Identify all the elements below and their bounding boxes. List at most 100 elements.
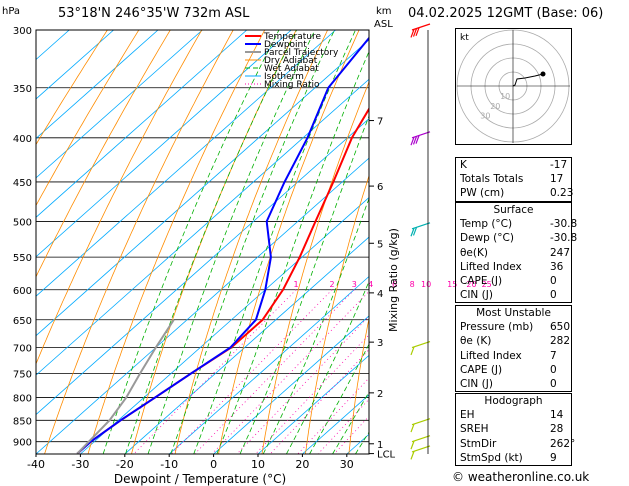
row-value: 0 <box>550 289 557 302</box>
row-label: K <box>460 159 467 171</box>
series-line <box>76 36 369 454</box>
table-row: CAPE (J) 0 <box>456 363 571 377</box>
isotherm-line <box>36 157 369 454</box>
temperature-tick-label: -20 <box>116 458 134 471</box>
pressure-tick-label: 400 <box>13 134 32 145</box>
wet-adiabat-line <box>125 30 297 454</box>
wet-adiabat-line <box>239 115 369 454</box>
wind-barb-feather <box>415 135 420 144</box>
row-label: PW (cm) <box>460 187 505 200</box>
mixing-ratio-line <box>297 377 369 454</box>
wet-adiabat-line <box>309 343 369 454</box>
wet-adiabat-line <box>262 197 369 454</box>
dry-adiabat-line <box>348 316 369 454</box>
isotherm-line <box>168 275 369 454</box>
row-label: Temp (°C) <box>460 218 513 231</box>
wind-barb <box>410 340 431 356</box>
mixing-ratio-label: 4 <box>368 280 373 289</box>
mixing-ratio-axis-label: Mixing Ratio (g/kg) <box>387 228 400 332</box>
pressure-tick-label: 300 <box>13 26 32 37</box>
table-row: θe (K) 282 <box>456 334 571 348</box>
hodograph-trace <box>512 73 544 87</box>
mixing-ratio-label: 6 <box>392 280 397 289</box>
mixing-ratio-line <box>269 349 369 454</box>
row-label: CAPE (J) <box>460 274 503 287</box>
temperature-tick-label: 20 <box>295 458 309 471</box>
row-label: θe (K) <box>460 335 492 348</box>
isotherm-line <box>36 39 369 337</box>
table-row: θe(K) 247 <box>456 246 571 260</box>
wet-adiabat-line <box>332 391 369 454</box>
row-label: CIN (J) <box>460 377 493 390</box>
mixing-ratio-line <box>236 315 369 454</box>
wind-barb-feather <box>415 27 420 37</box>
copyright-footer: © weatheronline.co.uk <box>452 470 590 484</box>
pressure-tick-label: 550 <box>13 253 32 264</box>
dry-adiabat-line <box>174 30 328 454</box>
wind-barb-staff <box>411 435 431 443</box>
row-value: 0 <box>550 363 557 376</box>
wind-barb <box>410 222 431 237</box>
left-unit-label: hPa <box>2 6 20 17</box>
table-row: EH 14 <box>456 408 571 422</box>
wind-barb-feather <box>412 227 418 236</box>
wind-barb <box>410 418 431 433</box>
pressure-tick-label: 900 <box>13 438 32 449</box>
row-label: SREH <box>460 423 489 436</box>
wind-barb-staff <box>411 131 431 139</box>
wet-adiabat-line <box>147 30 316 454</box>
row-value: 650 <box>550 321 571 334</box>
isotherm-line <box>36 30 292 258</box>
wind-barb-feather <box>412 136 418 145</box>
series-line <box>76 319 175 454</box>
row-label: EH <box>460 409 475 422</box>
pressure-tick-label: 650 <box>13 316 32 327</box>
isotherm-line <box>36 78 369 376</box>
km-unit-label: km <box>376 6 392 17</box>
wind-barb <box>410 23 431 38</box>
temperature-tick-label: 10 <box>251 458 265 471</box>
wind-barb-staff <box>411 418 431 426</box>
row-value: 0 <box>550 377 557 390</box>
temperature-tick-label: -40 <box>27 458 45 471</box>
mixing-ratio-label: 20 <box>466 280 476 289</box>
wind-barb-feather <box>410 136 415 146</box>
wet-adiabat-line <box>102 30 280 454</box>
height-tick-label: 3 <box>377 338 383 349</box>
pressure-tick-label: 450 <box>13 178 32 189</box>
table-row: CIN (J) 0 <box>456 377 571 391</box>
wind-barb <box>410 131 431 146</box>
hodograph-ring-label: 20 <box>490 102 500 111</box>
row-value: 247 <box>550 246 571 259</box>
most-unstable-panel: Most Unstable Pressure (mb) 650 θe (K) 282 L… <box>455 305 572 393</box>
isotherm-line <box>36 30 70 61</box>
row-value: 9 <box>550 451 557 464</box>
legend-label: Dry Adiabat <box>264 56 318 66</box>
row-label: CAPE (J) <box>460 363 503 376</box>
wind-barb <box>410 435 431 450</box>
table-row: Temp (°C) -30.8 <box>456 217 577 231</box>
dry-adiabat-line <box>261 80 369 454</box>
hodograph-table-title: Hodograph <box>484 395 543 407</box>
wind-barb-feather <box>410 423 415 433</box>
legend-label: Wet Adiabat <box>264 64 319 74</box>
height-tick-label: 5 <box>377 239 383 250</box>
dry-adiabat-line <box>44 30 234 454</box>
dry-adiabat-line <box>218 30 360 454</box>
indices-panel: K -17 Totals Totals 17 PW (cm) 0.23 <box>455 157 573 202</box>
temperature-tick-label: 30 <box>340 458 354 471</box>
wind-barb-staff <box>411 222 431 230</box>
isotherm-line <box>36 30 203 179</box>
dry-adiabat-line <box>36 30 171 278</box>
wind-barb <box>410 445 431 460</box>
dry-adiabat-line <box>131 30 297 454</box>
pressure-tick-label: 350 <box>13 84 32 95</box>
isotherm-line <box>36 30 159 139</box>
mixing-ratio-labels: 1 2 3 4 6 8 10 15 20 25 <box>294 280 492 289</box>
row-value: 0 <box>550 274 557 287</box>
table-row: Lifted Index 36 <box>456 260 571 274</box>
legend-label: Mixing Ratio <box>264 80 320 90</box>
isotherm-line <box>36 30 248 218</box>
row-label: θe(K) <box>460 246 488 259</box>
dry-adiabat-line <box>36 30 203 365</box>
